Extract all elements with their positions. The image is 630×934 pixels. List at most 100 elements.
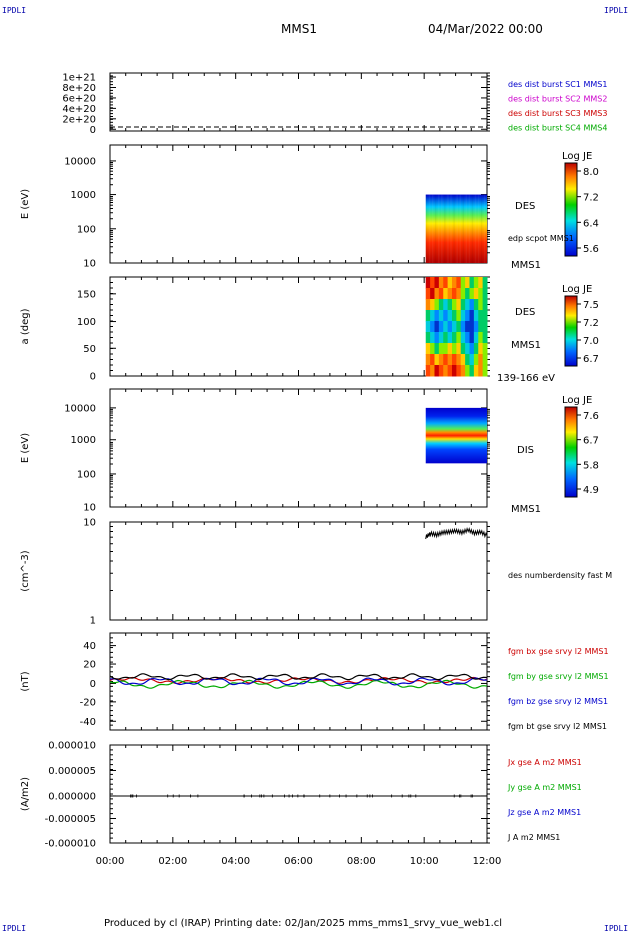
pitch-cell (456, 277, 461, 289)
pitch-cell (439, 288, 444, 300)
pitch-cell (452, 288, 457, 300)
pitch-cell (461, 321, 466, 333)
colorbar-tick-label: 7.2 (583, 318, 599, 329)
spectrogram-stripe (456, 195, 458, 263)
pitch-cell (448, 343, 453, 355)
pitch-cell (465, 321, 470, 333)
pitch-cell (452, 332, 457, 344)
pitch-cell (439, 354, 444, 366)
spectrogram-stripe (429, 195, 431, 263)
pitch-cell (461, 332, 466, 344)
y-tick-label: 50 (83, 344, 96, 355)
side-label: DES (515, 307, 535, 318)
spectrogram-stripe (466, 195, 468, 263)
y-tick-label: 4e+20 (62, 104, 96, 115)
pitch-cell (483, 332, 488, 344)
pitch-cell (430, 288, 435, 300)
pitch-cell (443, 354, 448, 366)
y-tick-label: 0 (90, 679, 96, 690)
y-tick-label: 1000 (71, 435, 96, 446)
pitch-cell (483, 288, 488, 300)
pitch-cell (430, 354, 435, 366)
y-tick-label: 0.000005 (48, 766, 96, 777)
colorbar-tick-label: 5.6 (583, 244, 599, 255)
y-tick-label: 10 (83, 503, 96, 514)
pitch-cell (439, 365, 444, 377)
side-label: MMS1 (511, 340, 541, 351)
pitch-cell (478, 288, 483, 300)
pitch-cell (478, 310, 483, 322)
spectrogram-stripe (478, 195, 480, 263)
pitch-cell (448, 321, 453, 333)
pitch-cell (461, 299, 466, 311)
legend-entry: Jx gse A m2 MMS1 (507, 758, 582, 767)
y-tick-label: 40 (83, 641, 96, 652)
colorbar-title: Log JE (562, 284, 592, 295)
y-tick-label: 0.000010 (48, 741, 96, 752)
y-tick-label: 2e+20 (62, 114, 96, 125)
pitch-cell (474, 299, 479, 311)
colorbar-tick-label: 7.5 (583, 300, 599, 311)
y-tick-label: -0.000010 (45, 839, 96, 850)
pitch-cell (434, 365, 439, 377)
pitch-cell (452, 299, 457, 311)
pitch-cell (426, 354, 431, 366)
pitch-cell (434, 354, 439, 366)
pitch-cell (430, 277, 435, 289)
side-label: 139-166 eV (497, 373, 555, 384)
x-tick-label: 00:00 (96, 856, 125, 867)
pitch-cell (456, 310, 461, 322)
legend-entry: fgm bt gse srvy l2 MMS1 (508, 722, 607, 731)
y-tick-label: -40 (80, 717, 96, 728)
pitch-cell (443, 343, 448, 355)
pitch-cell (448, 354, 453, 366)
pitch-cell (430, 321, 435, 333)
y-tick-label: 6e+20 (62, 93, 96, 104)
pitch-cell (469, 310, 474, 322)
pitch-cell (483, 343, 488, 355)
colorbar-tick-label: 8.0 (583, 167, 599, 178)
pitch-cell (474, 310, 479, 322)
y-tick-label: 150 (77, 289, 96, 300)
field-series-line (110, 674, 487, 680)
pitch-cell (430, 299, 435, 311)
pitch-cell (465, 354, 470, 366)
spectrogram-stripe (450, 195, 452, 263)
colorbar-tick-label: 6.4 (583, 218, 599, 229)
side-label: DES (515, 201, 535, 212)
legend-entry: fgm bz gse srvy l2 MMS1 (508, 697, 608, 706)
colorbar-tick-label: 7.0 (583, 336, 599, 347)
pitch-cell (465, 299, 470, 311)
y-tick-label: -0.000005 (45, 814, 96, 825)
pitch-cell (465, 365, 470, 377)
pitch-cell (483, 354, 488, 366)
pitch-cell (452, 310, 457, 322)
pitch-cell (483, 321, 488, 333)
pitch-cell (469, 321, 474, 333)
pitch-cell (434, 277, 439, 289)
panel-frame (110, 745, 487, 843)
pitch-cell (456, 321, 461, 333)
pitch-cell (469, 343, 474, 355)
pitch-cell (456, 332, 461, 344)
pitch-cell (456, 299, 461, 311)
x-tick-label: 08:00 (347, 856, 376, 867)
pitch-cell (426, 310, 431, 322)
pitch-cell (465, 277, 470, 289)
y-tick-label: 100 (77, 317, 96, 328)
pitch-cell (443, 321, 448, 333)
y-axis-label: (nT) (20, 671, 31, 691)
y-tick-label: 10 (83, 518, 96, 529)
side-label: edp scpot MMS1 (508, 234, 574, 243)
y-axis-label: E (eV) (20, 189, 31, 219)
legend-entry: Jz gse A m2 MMS1 (507, 808, 581, 817)
y-axis-label: E (eV) (20, 433, 31, 463)
spectrogram-stripe (441, 195, 443, 263)
pitch-cell (461, 310, 466, 322)
pitch-cell (430, 310, 435, 322)
colorbar-title: Log JE (562, 395, 592, 406)
pitch-cell (456, 343, 461, 355)
spectrogram-stripe (447, 195, 449, 263)
legend-entry: des dist burst SC3 MMS3 (508, 109, 607, 118)
pitch-cell (430, 332, 435, 344)
